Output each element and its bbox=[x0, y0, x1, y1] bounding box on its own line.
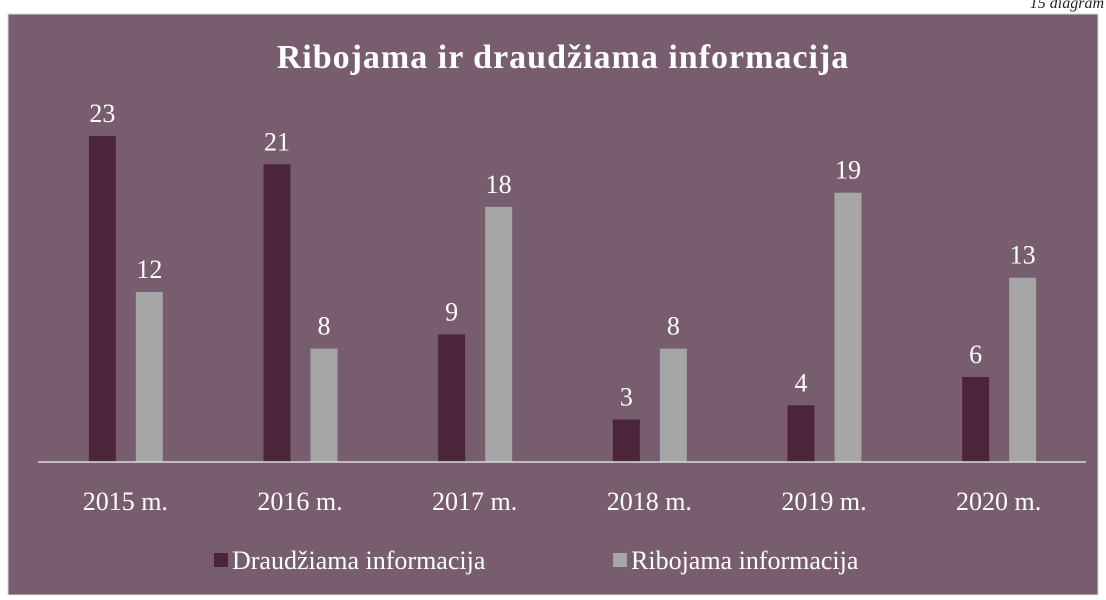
bar bbox=[787, 405, 815, 462]
data-label: 6 bbox=[969, 340, 982, 369]
bar bbox=[310, 348, 338, 462]
bar bbox=[135, 291, 163, 462]
legend-swatch bbox=[613, 553, 627, 567]
bar bbox=[438, 334, 466, 462]
bar bbox=[1009, 277, 1037, 462]
x-tick-label: 2019 m. bbox=[781, 487, 866, 516]
caption: 15 diagram bbox=[1030, 0, 1104, 12]
data-label: 21 bbox=[264, 127, 290, 156]
x-tick-label: 2016 m. bbox=[257, 487, 342, 516]
x-tick-label: 2020 m. bbox=[956, 487, 1041, 516]
chart-title: Ribojama ir draudžiama informacija bbox=[277, 39, 850, 76]
chart-background bbox=[7, 13, 1099, 596]
data-label: 8 bbox=[318, 312, 331, 341]
data-label: 9 bbox=[445, 297, 458, 326]
bar bbox=[263, 164, 291, 462]
bar bbox=[612, 419, 640, 462]
data-label: 19 bbox=[835, 156, 861, 185]
bar bbox=[962, 376, 990, 462]
data-label: 3 bbox=[620, 382, 633, 411]
data-label: 23 bbox=[89, 99, 115, 128]
data-label: 13 bbox=[1010, 241, 1036, 270]
x-tick-label: 2017 m. bbox=[432, 487, 517, 516]
bar bbox=[88, 136, 116, 462]
data-label: 8 bbox=[667, 312, 680, 341]
data-label: 12 bbox=[136, 255, 162, 284]
x-tick-label: 2018 m. bbox=[607, 487, 692, 516]
legend-label: Draudžiama informacija bbox=[232, 546, 486, 575]
legend-label: Ribojama informacija bbox=[631, 546, 859, 575]
data-label: 4 bbox=[795, 368, 808, 397]
bar bbox=[485, 206, 513, 462]
data-label: 18 bbox=[486, 170, 512, 199]
bar bbox=[659, 348, 687, 462]
legend-swatch bbox=[214, 553, 228, 567]
x-tick-label: 2015 m. bbox=[83, 487, 168, 516]
bar bbox=[834, 192, 862, 462]
